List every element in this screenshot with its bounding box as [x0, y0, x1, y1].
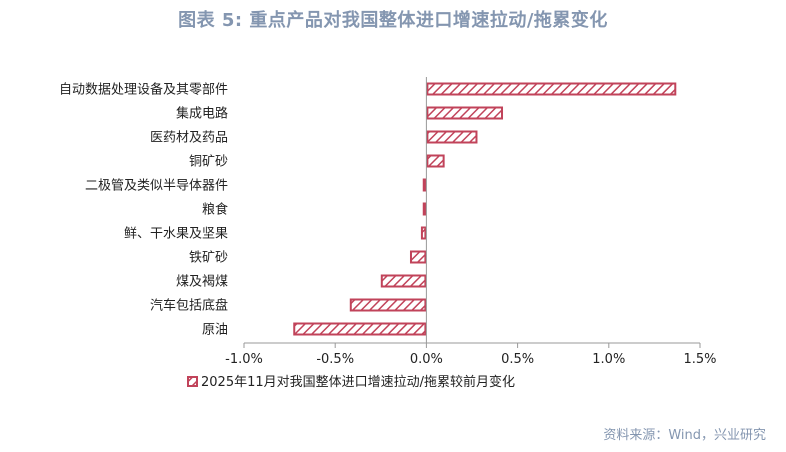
category-label-7: 铁矿砂 — [189, 251, 228, 266]
legend-label: 2025年11月对我国整体进口增速拉动/拖累较前月变化 — [201, 374, 515, 390]
source-note: 资料来源：Wind，兴业研究 — [603, 428, 766, 443]
category-label-10: 原油 — [202, 323, 228, 338]
x-tick-label-0: -1.0% — [225, 352, 263, 367]
category-label-4: 二极管及类似半导体器件 — [85, 179, 228, 194]
bar-0 — [426, 82, 677, 96]
bar-4 — [422, 178, 427, 192]
chart-title: 图表 5: 重点产品对我国整体进口增速拉动/拖累变化 — [178, 10, 608, 31]
category-label-8: 煤及褐煤 — [176, 275, 228, 290]
category-label-9: 汽车包括底盘 — [150, 298, 228, 314]
bar-3 — [426, 154, 445, 168]
category-label-1: 集成电路 — [176, 106, 228, 122]
category-label-5: 粮食 — [202, 202, 228, 218]
category-label-6: 鲜、干水果及坚果 — [124, 227, 228, 242]
category-labels: 自动数据处理设备及其零部件集成电路医药材及药品铜矿砂二极管及类似半导体器件粮食鲜… — [59, 82, 228, 338]
bar-8 — [380, 274, 427, 288]
bar-1 — [426, 106, 504, 120]
x-tick-label-5: 1.5% — [683, 352, 716, 367]
x-tick-label-1: -0.5% — [316, 352, 354, 367]
x-tick-label-3: 0.5% — [501, 352, 534, 367]
bar-10 — [293, 322, 427, 336]
x-tick-label-4: 1.0% — [592, 352, 625, 367]
bar-6 — [420, 226, 427, 240]
category-label-2: 医药材及药品 — [150, 131, 228, 146]
bars-group — [293, 82, 677, 336]
legend: 2025年11月对我国整体进口增速拉动/拖累较前月变化 — [187, 374, 515, 390]
legend-marker — [187, 376, 198, 387]
x-axis: -1.0% -0.5% 0.0% 0.5% 1.0% 1.5% — [225, 77, 717, 367]
bar-7 — [409, 250, 427, 264]
bar-9 — [349, 298, 427, 312]
category-label-0: 自动数据处理设备及其零部件 — [59, 82, 228, 98]
x-tick-label-2: 0.0% — [410, 352, 443, 367]
bar-2 — [426, 130, 478, 144]
category-label-3: 铜矿砂 — [189, 155, 228, 170]
bar-5 — [422, 202, 427, 216]
